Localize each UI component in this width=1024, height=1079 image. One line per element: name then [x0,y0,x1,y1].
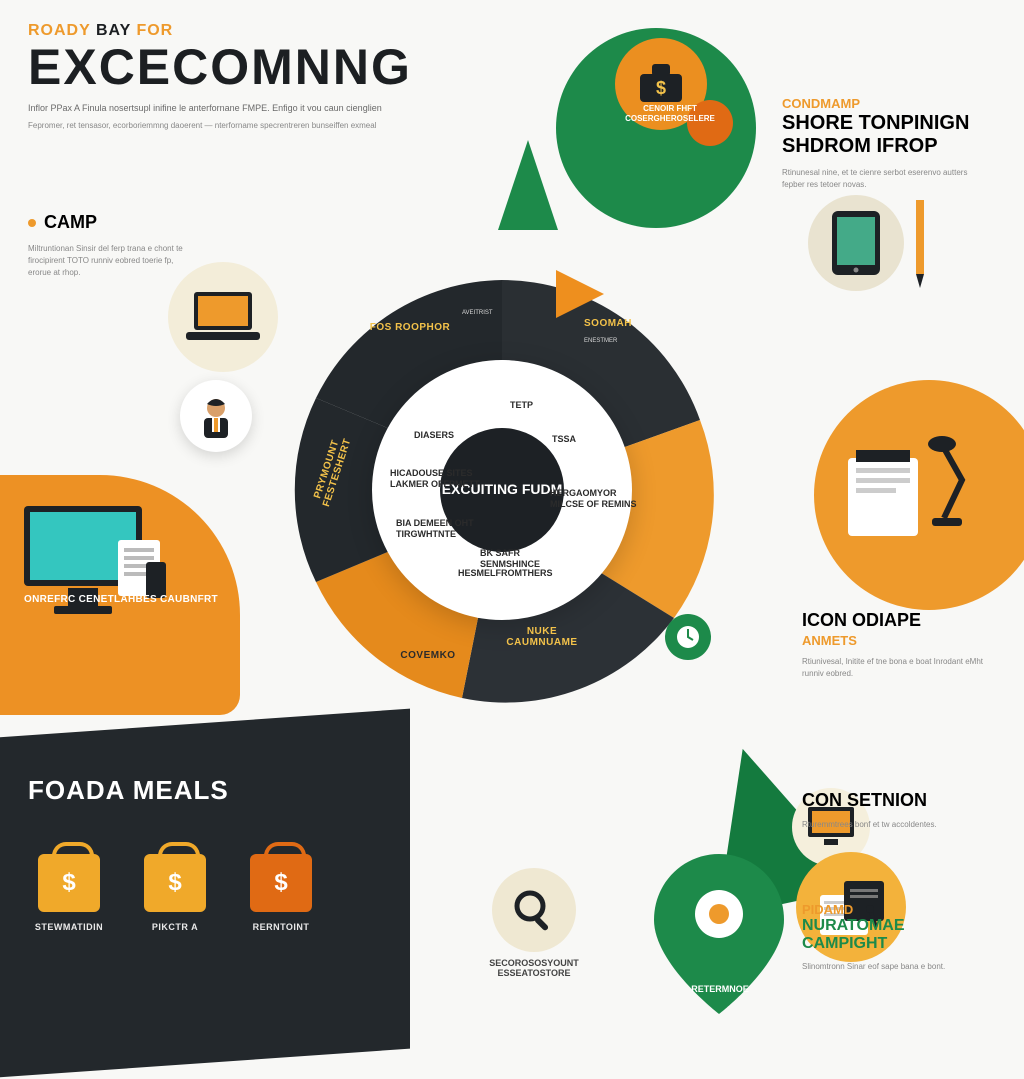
bag-item: $ RERNTOINT [240,854,322,932]
tablet-icon [808,195,904,291]
bag-item: $ PIKCTR A [134,854,216,932]
right-block-1-sub: ANMETS [802,633,992,648]
magnifier-caption: SECOROSOSYOUNT ESSEATOSTORE [474,958,594,978]
segment-sublabel: AVEITRIST [462,310,542,316]
svg-text:$: $ [656,78,666,98]
wheel-inner-item: TETP [510,400,600,411]
wheel-inner-item-key: HICADOUSE SITES LAKMER OFFPMETT [390,468,480,490]
dollar-sign-icon: $ [144,854,206,912]
person-avatar-icon [180,380,252,452]
pin-caption: RETERMNOE [652,984,788,994]
right-header-line2: SHDROM IFROP [782,136,992,157]
right-header-desc: Rtinunesal nine, et te cienre serbot ese… [782,167,992,191]
bag-label: STEWMATIDIN [28,922,110,932]
magnifier-icon [492,868,576,952]
wheel-inner-item: BIA DEMEEN OHT TIRGWHTNTE [396,518,486,540]
segment-label: SOOMAH [558,318,658,329]
wheel-inner-item-key: HESMELFROMTHERS [458,568,548,579]
header-eyebrow: ROADY BAY FOR [28,22,412,40]
clock-icon [665,614,711,660]
right-block-1-desc: Rtiunivesal, Initite ef tne bona e boat … [802,656,992,680]
shopping-bag-icon: $ [144,854,206,912]
wheel-inner-item-key: BK SAFR SENMSHINCE [480,548,570,570]
right-block-1-title: ICON ODIAPE [802,610,992,631]
page-subtitle: Inflor PPax A Finula nosertsupl inifine … [28,102,412,115]
wheel-inner-item: HESMELFROMTHERS [458,568,548,579]
bag-label: PIKCTR A [134,922,216,932]
eyebrow-word-2: BAY [96,22,131,39]
eyebrow-word-1: ROADY [28,22,91,39]
shopping-bag-icon: $ [38,854,100,912]
right-block-2-title: CON SETNION [802,790,992,811]
right-block-2: CON SETNION Rturemmtrees bonf et tw acco… [802,790,992,831]
arrow-up-green [498,140,558,230]
circular-diagram: EXCUITING FUDM FOS ROOPHOR AVEITRIST PRY… [262,250,742,730]
wheel-inner-item-key: HERGAOMYOR MILCSE OF REMINS [550,488,640,510]
bag-item: $ STEWMATIDIN [28,854,110,932]
camp-title: CAMP [44,212,97,233]
wheel-inner-item: HICADOUSE SITES LAKMER OFFPMETT [390,468,480,490]
camp-block: CAMP Miltruntionan Sinsir del ferp trana… [28,212,183,279]
right-header-eyebrow: CONDMAMP [782,96,992,111]
foada-title: FOADA MEALS [28,775,229,806]
right-block-3a: PIDAMD [802,902,992,917]
badge-caption: CENOIR FHFT COSERGHEROSELERE [610,104,730,125]
right-block-3b: NURATOMAE CAMPIGHT [802,917,992,953]
dollar-sign-icon: $ [38,854,100,912]
wheel-inner-item: TSSA [552,434,642,445]
bullet-icon [28,219,36,227]
page-header: ROADY BAY FOR EXCECOMNNG Inflor PPax A F… [28,22,412,131]
desktop-monitor-icon [18,500,168,625]
wheel-inner-item-key: BIA DEMEEN OHT TIRGWHTNTE [396,518,486,540]
segment-label: COVEMKO [378,650,478,661]
shopping-bag-icon: $ [250,854,312,912]
dollar-sign-icon: $ [250,854,312,912]
right-header-line1: SHORE TONPINIGN [782,113,992,134]
right-block-1: ICON ODIAPE ANMETS Rtiunivesal, Initite … [802,610,992,680]
wheel-inner-item-key: TSSA [552,434,642,445]
right-block-3-desc: Slinomtronn Sinar eof sape bana e bont. [802,961,992,973]
arrow-right-orange [556,270,604,318]
segment-label: NUKE CAUMNUAME [492,626,592,648]
bag-row: $ STEWMATIDIN $ PIKCTR A $ RERNTOINT [28,854,322,932]
segment-sublabel: ENESTMER [584,338,664,344]
pencil-icon [916,200,924,290]
wheel-inner-item-key: TETP [510,400,600,411]
foada-section: FOADA MEALS [28,775,229,806]
right-header-block: CONDMAMP SHORE TONPINIGN SHDROM IFROP Rt… [782,96,992,191]
monitor-caption: ONREFRC CENETLAHBES CAUBNFRT [24,594,218,605]
right-block-2-desc: Rturemmtrees bonf et tw accoldentes. [802,819,992,831]
laptop-icon [168,262,278,372]
desk-scene-icon [834,410,984,560]
eyebrow-word-3: FOR [136,22,173,39]
page-title: EXCECOMNNG [28,44,412,92]
right-block-3: PIDAMD NURATOMAE CAMPIGHT Slinomtronn Si… [802,900,992,973]
wheel-inner-item: HERGAOMYOR MILCSE OF REMINS [550,488,640,510]
camp-desc: Miltruntionan Sinsir del ferp trana e ch… [28,243,183,279]
page-meta: Fepromer, ret tensasor, ecorboriemmng da… [28,120,412,131]
segment-label: FOS ROOPHOR [360,322,460,333]
wheel-inner-item-key: DIASERS [414,430,504,441]
wheel-inner-item: DIASERS [414,430,504,441]
wheel-inner-item: BK SAFR SENMSHINCE [480,548,570,570]
bag-label: RERNTOINT [240,922,322,932]
camp-title-row: CAMP [28,212,183,233]
